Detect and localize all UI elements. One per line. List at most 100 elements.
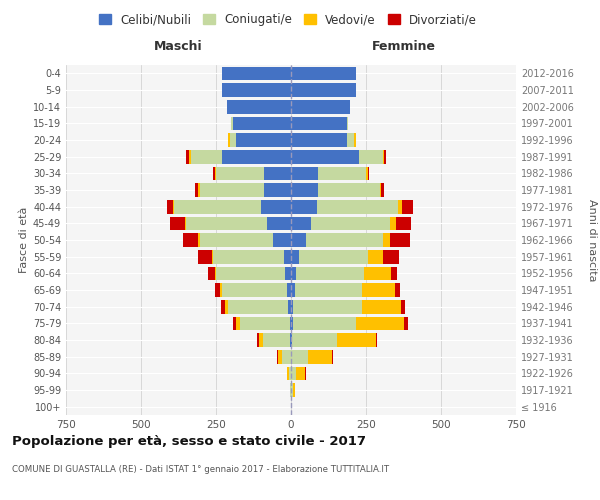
Bar [291, 250, 299, 264]
Bar [215, 166, 216, 180]
Bar [291, 183, 318, 197]
Bar [189, 150, 191, 164]
Bar [362, 300, 401, 314]
Bar [273, 233, 291, 247]
Bar [291, 150, 359, 164]
Bar [212, 250, 213, 264]
Bar [233, 116, 291, 130]
Bar [383, 250, 399, 264]
Bar [191, 150, 222, 164]
Bar [222, 150, 291, 164]
Bar [398, 200, 402, 213]
Bar [290, 333, 291, 347]
Bar [404, 316, 408, 330]
Bar [259, 333, 263, 347]
Bar [228, 133, 229, 147]
Bar [293, 300, 362, 314]
Bar [228, 300, 288, 314]
Bar [174, 200, 261, 213]
Bar [277, 350, 282, 364]
Bar [306, 233, 383, 247]
Bar [366, 166, 367, 180]
Bar [295, 283, 362, 297]
Bar [390, 233, 409, 247]
Bar [185, 216, 186, 230]
Bar [291, 266, 296, 280]
Bar [291, 133, 347, 147]
Bar [213, 166, 215, 180]
Bar [402, 200, 413, 213]
Bar [222, 66, 291, 80]
Bar [186, 216, 267, 230]
Bar [296, 266, 364, 280]
Bar [167, 200, 173, 213]
Bar [199, 233, 273, 247]
Bar [401, 300, 405, 314]
Bar [347, 133, 354, 147]
Bar [233, 316, 235, 330]
Bar [287, 283, 291, 297]
Bar [296, 366, 305, 380]
Bar [264, 183, 291, 197]
Bar [291, 66, 355, 80]
Bar [225, 300, 228, 314]
Bar [291, 333, 292, 347]
Bar [376, 333, 377, 347]
Bar [291, 200, 317, 213]
Bar [292, 333, 337, 347]
Bar [291, 216, 311, 230]
Bar [291, 233, 306, 247]
Bar [229, 133, 235, 147]
Bar [215, 283, 220, 297]
Bar [308, 350, 331, 364]
Bar [293, 316, 355, 330]
Bar [391, 266, 397, 280]
Bar [261, 200, 291, 213]
Bar [208, 266, 215, 280]
Bar [359, 150, 383, 164]
Bar [198, 250, 212, 264]
Bar [381, 183, 384, 197]
Bar [347, 116, 348, 130]
Bar [337, 333, 376, 347]
Text: COMUNE DI GUASTALLA (RE) - Dati ISTAT 1° gennaio 2017 - Elaborazione TUTTITALIA.: COMUNE DI GUASTALLA (RE) - Dati ISTAT 1°… [12, 466, 389, 474]
Bar [395, 283, 400, 297]
Bar [291, 166, 318, 180]
Bar [221, 300, 225, 314]
Bar [263, 333, 290, 347]
Bar [288, 300, 291, 314]
Bar [390, 216, 396, 230]
Bar [318, 183, 380, 197]
Bar [289, 366, 291, 380]
Bar [186, 150, 189, 164]
Bar [227, 100, 291, 114]
Bar [318, 166, 366, 180]
Legend: Celibi/Nubili, Coniugati/e, Vedovi/e, Divorziati/e: Celibi/Nubili, Coniugati/e, Vedovi/e, Di… [94, 8, 482, 31]
Bar [285, 266, 291, 280]
Bar [396, 216, 411, 230]
Bar [170, 216, 185, 230]
Bar [199, 183, 264, 197]
Bar [291, 366, 296, 380]
Bar [293, 383, 295, 397]
Bar [235, 133, 291, 147]
Bar [383, 233, 390, 247]
Bar [354, 133, 355, 147]
Bar [257, 333, 259, 347]
Bar [364, 266, 391, 280]
Bar [173, 200, 174, 213]
Bar [216, 166, 264, 180]
Bar [240, 316, 290, 330]
Bar [331, 350, 333, 364]
Bar [198, 233, 199, 247]
Bar [195, 183, 198, 197]
Bar [362, 283, 395, 297]
Bar [216, 266, 285, 280]
Bar [290, 316, 291, 330]
Bar [291, 100, 349, 114]
Bar [291, 383, 293, 397]
Bar [287, 366, 289, 380]
Bar [284, 250, 291, 264]
Bar [383, 150, 384, 164]
Bar [223, 283, 287, 297]
